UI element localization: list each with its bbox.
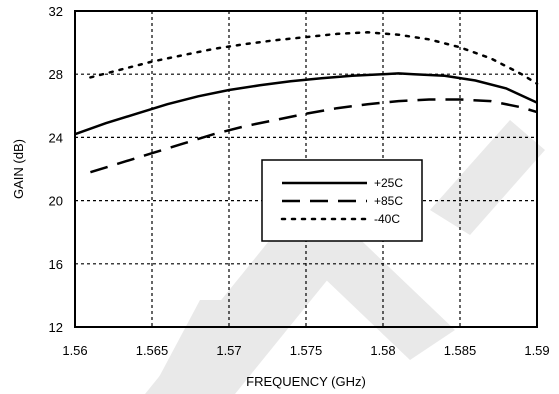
y-tick-label: 12 — [49, 320, 63, 335]
legend-label: +25C — [374, 176, 403, 190]
watermark-graphic — [145, 120, 545, 394]
y-tick-label: 16 — [49, 257, 63, 272]
y-axis-label: GAIN (dB) — [11, 139, 26, 199]
series-line-25c — [74, 72, 538, 136]
y-tick-label: 28 — [49, 67, 63, 82]
x-tick-label: 1.59 — [524, 343, 549, 358]
legend: +25C +85C -40C — [261, 159, 423, 242]
tick-labels: 1.56 1.565 1.57 1.575 1.58 1.585 1.59 12 16 20 24 2… — [49, 4, 550, 358]
watermark-band — [430, 120, 545, 235]
y-tick-label: 32 — [49, 4, 63, 19]
legend-label: +85C — [374, 194, 403, 208]
watermark-band — [300, 225, 455, 360]
watermark-band — [150, 300, 260, 394]
x-axis-label: FREQUENCY (GHz) — [246, 374, 366, 389]
x-tick-label: 1.575 — [290, 343, 323, 358]
x-tick-label: 1.565 — [136, 343, 169, 358]
series-line-85c — [90, 98, 538, 174]
series-lines — [74, 31, 539, 174]
y-tick-label: 24 — [49, 130, 63, 145]
series-line-40c — [89, 31, 539, 85]
x-tick-label: 1.58 — [370, 343, 395, 358]
x-tick-label: 1.57 — [216, 343, 241, 358]
x-tick-label: 1.585 — [444, 343, 477, 358]
x-tick-label: 1.56 — [62, 343, 87, 358]
plot-frame — [74, 10, 538, 328]
legend-label: -40C — [374, 212, 400, 226]
y-tick-label: 20 — [49, 194, 63, 209]
